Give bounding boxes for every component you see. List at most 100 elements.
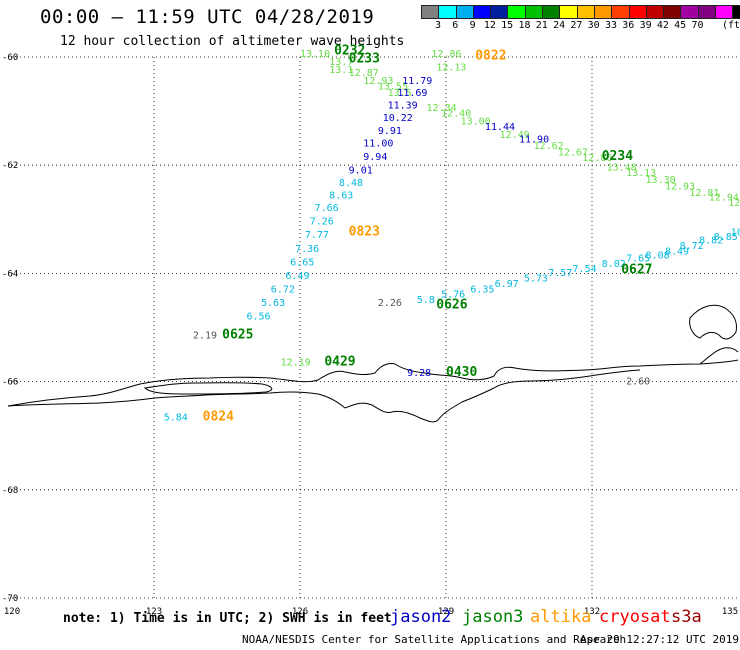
latitude-label: -70 [2, 594, 18, 604]
color-scale-cell [507, 5, 525, 19]
color-scale-cell [438, 5, 456, 19]
swh-value-label: 9.01 [349, 165, 373, 176]
swh-value-label: 5.76 [441, 290, 465, 301]
color-scale-cell [455, 5, 473, 19]
swh-value-label: 7.77 [305, 230, 329, 241]
swh-value-label: 10.22 [383, 113, 413, 124]
longitude-label: 129 [438, 607, 454, 617]
color-scale-label: 24 [553, 20, 566, 31]
color-scale-cell [490, 5, 508, 19]
swh-value-label: 12.49 [500, 130, 530, 141]
swh-value-label: 6.49 [285, 271, 309, 282]
footer-credit: NOAA/NESDIS Center for Satellite Applica… [242, 633, 627, 646]
color-scale-label: 9 [469, 20, 476, 31]
color-scale-label: 18 [518, 20, 531, 31]
swh-value-label: 8.49 [665, 246, 689, 257]
swh-value-label: 5.73 [524, 274, 548, 285]
swh-value-label: 11.90 [519, 134, 549, 145]
color-scale-cell [715, 5, 733, 19]
swh-value-label: 9.28 [407, 368, 431, 379]
swh-value-label: 7.65 [626, 253, 650, 264]
pass-time-label: 0232 [334, 43, 365, 58]
color-scale-cell [542, 5, 560, 19]
longitude-label: 135 [722, 607, 738, 617]
pass-time-label: 0234 [602, 149, 633, 164]
swh-value-label: 11.79 [402, 76, 432, 87]
swh-value-label: 6.56 [246, 311, 270, 322]
legend-altika: altika [530, 607, 592, 627]
swh-value-label: 13.13 [626, 168, 656, 179]
swh-value-label: 7.57 [548, 268, 572, 279]
swh-value-label: 7.54 [573, 264, 597, 275]
swh-value-label: 13.10 [300, 49, 330, 60]
graticule: -60 -62 -64 -66 -68 -70 120 123 126 129 132 135 [2, 53, 738, 617]
swh-value-label: 12.67 [558, 147, 588, 158]
swh-value-label: 11.69 [397, 88, 427, 99]
swh-value-label: 12.87 [349, 68, 379, 79]
color-scale-label: 70 [691, 20, 704, 31]
longitude-label: 126 [292, 607, 308, 617]
color-scale-label: 21 [535, 20, 548, 31]
color-scale-cell [732, 5, 740, 19]
color-scale-bar [421, 5, 740, 19]
legend-cryosat: cryosat [599, 607, 671, 627]
legend-jason2: jason2 [390, 607, 452, 627]
color-scale-cell [611, 5, 629, 19]
color-scale-unit: (ft) [722, 20, 740, 31]
swh-value-label: 9.94 [363, 152, 387, 163]
swh-labels: 13.1013.713.112.8712.9313.5513.512.8612.… [164, 49, 740, 424]
color-scale-cell [680, 5, 698, 19]
swh-value-label: 12.94 [709, 192, 739, 203]
color-scale-cell [628, 5, 646, 19]
swh-value-label: 13.00 [461, 117, 491, 128]
swh-value-label: 11.44 [485, 122, 515, 133]
map-subtitle: 12 hour collection of altimeter wave hei… [60, 34, 405, 49]
swh-value-label: 6.72 [271, 284, 295, 295]
swh-value-label: 6.35 [470, 284, 494, 295]
latitude-label: -60 [2, 53, 18, 63]
swh-value-label: 9.91 [378, 126, 402, 137]
color-scale-cell [663, 5, 681, 19]
latitude-label: -62 [2, 161, 18, 171]
color-scale-label: 33 [604, 20, 618, 31]
swh-value-label: 12.93 [665, 182, 695, 193]
swh-value-label: 7.36 [295, 244, 319, 255]
color-scale-cell [576, 5, 594, 19]
color-scale-label: 27 [570, 20, 583, 31]
swh-value-label: 5.84 [164, 413, 188, 424]
swh-value-label: 8.82 [699, 236, 723, 247]
color-scale-label: 45 [674, 20, 687, 31]
latitude-label: -68 [2, 486, 18, 496]
color-scale-label: 36 [622, 20, 635, 31]
footer-date: Apr 29 12:27:12 UTC 2019 [580, 633, 739, 646]
pass-time-label: 0429 [324, 354, 355, 369]
swh-value-label: 11.00 [363, 138, 393, 149]
swh-value-label: 8.48 [339, 178, 363, 189]
pass-time-label: 0822 [475, 49, 506, 64]
swh-value-label: 8.02 [602, 259, 626, 270]
color-scale-cell [697, 5, 716, 19]
swh-value-label: 8.85 [714, 232, 738, 243]
swh-value-label: 12.86 [582, 153, 612, 164]
color-scale-cell [645, 5, 664, 19]
swh-value-label: 8.63 [329, 191, 353, 202]
headland-outline [689, 304, 737, 340]
swh-value-label: 11.39 [388, 100, 418, 111]
legend-jason3: jason3 [462, 607, 524, 627]
swh-value-label: 12.81 [689, 188, 719, 199]
coast-east-bay [699, 347, 739, 365]
pass-time-label: 0233 [349, 51, 380, 66]
color-scale-label: 12 [483, 20, 496, 31]
latitude-label: -64 [2, 269, 18, 279]
antarctic-coastline-south [7, 369, 641, 423]
swh-value-label: 5.8 [417, 295, 435, 306]
color-scale-label: 3 [434, 20, 442, 31]
pass-time-label: 0625 [222, 327, 253, 342]
antarctic-coastline [7, 359, 739, 407]
swh-value-label: 5.63 [261, 298, 285, 309]
pass-time-label: 0627 [621, 262, 652, 277]
swh-value-label: 13.55 [378, 81, 408, 92]
